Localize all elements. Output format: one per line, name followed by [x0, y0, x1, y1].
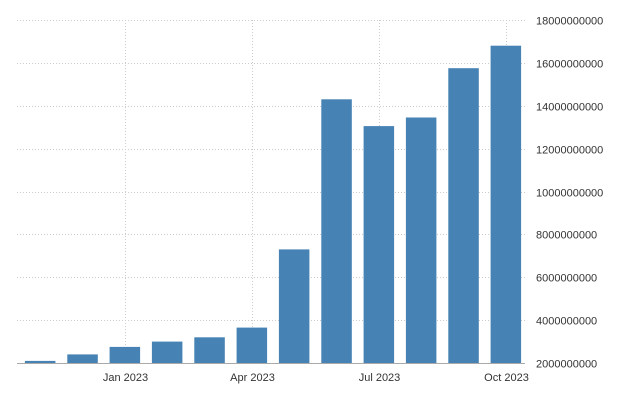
x-tick-label: Apr 2023: [230, 372, 275, 384]
bar: [194, 337, 225, 363]
grid: [17, 20, 525, 363]
axes: 2000000000 4000000000 6000000000 8000000000…: [17, 16, 603, 384]
y-tick-label: 12000000000: [536, 145, 603, 157]
bar: [278, 249, 310, 363]
x-tick-label: Oct 2023: [484, 372, 529, 384]
bar: [490, 45, 522, 363]
bar: [109, 346, 141, 363]
y-tick-label: 14000000000: [536, 102, 603, 114]
y-tick-label: 4000000000: [536, 316, 597, 328]
bar: [24, 360, 56, 363]
y-tick-label: 18000000000: [536, 16, 603, 28]
y-tick-label: 2000000000: [536, 359, 597, 371]
y-tick-label: 16000000000: [536, 59, 603, 71]
y-tick-label: 10000000000: [536, 188, 603, 200]
bar: [236, 327, 268, 363]
y-tick-label: 8000000000: [536, 230, 597, 242]
bar: [405, 117, 437, 363]
y-tick-label: 6000000000: [536, 273, 597, 285]
bar: [363, 126, 395, 363]
bar: [67, 354, 98, 363]
x-tick-label: Jul 2023: [359, 372, 401, 384]
bar: [321, 99, 352, 364]
bar: [151, 341, 183, 363]
x-tick-label: Jan 2023: [103, 372, 148, 384]
bar: [448, 68, 479, 363]
bars: [24, 45, 522, 364]
